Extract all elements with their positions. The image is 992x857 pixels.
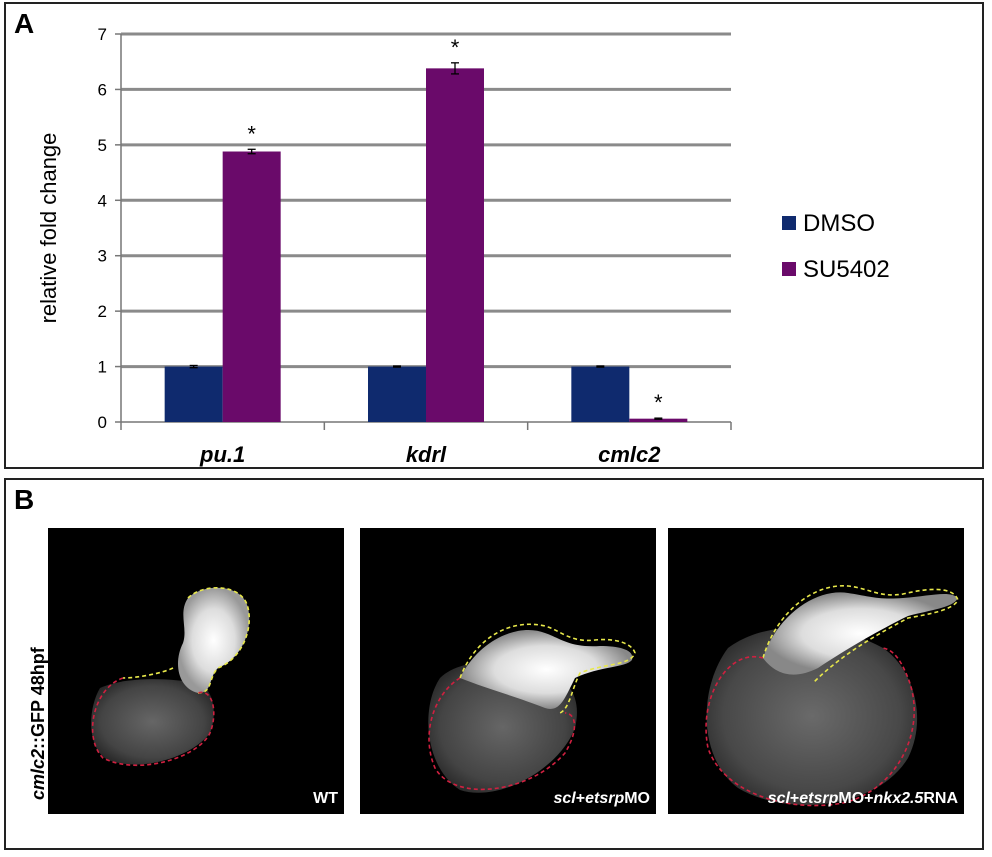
bar-su5402-pu1 xyxy=(222,151,281,422)
micrograph-scl-etsrp-label: scl+etsrpMO xyxy=(553,790,651,807)
y-tick-label: 0 xyxy=(98,413,107,432)
panel-b: B cmlc2::GFP 48hpf WT sc xyxy=(4,478,984,850)
micrograph-wt-label: WT xyxy=(313,790,338,807)
significance-star: * xyxy=(654,390,663,415)
y-tick-label: 2 xyxy=(98,302,107,321)
panel-b-letter: B xyxy=(14,484,35,515)
scale-bar xyxy=(56,827,132,830)
y-axis-label: relative fold change xyxy=(36,133,61,324)
bar-dmso-kdrl xyxy=(368,366,426,422)
bar-chart: 0 1 2 3 4 5 6 7 * pu.1 * kdrl * cmlc2 relative fold ch… xyxy=(36,25,890,467)
side-label-italic: cmlc2 xyxy=(28,748,48,800)
micrograph-scl-etsrp: scl+etsrpMO xyxy=(360,528,656,814)
category-label: cmlc2 xyxy=(598,442,661,467)
y-tick-label: 6 xyxy=(98,80,107,99)
bar-su5402-cmlc2 xyxy=(629,418,688,422)
y-tick-label: 5 xyxy=(98,136,107,155)
micrograph-scl-etsrp-nkx25-label: scl+etsrpMO+nkx2.5RNA xyxy=(767,790,958,807)
bar-dmso-cmlc2 xyxy=(571,366,630,422)
significance-star: * xyxy=(247,121,256,146)
side-label: cmlc2::GFP 48hpf xyxy=(28,647,49,800)
legend-swatch xyxy=(782,216,796,230)
significance-star: * xyxy=(451,35,460,60)
y-tick-label: 4 xyxy=(98,191,107,210)
micrograph-scl-etsrp-nkx25: scl+etsrpMO+nkx2.5RNA xyxy=(668,528,964,814)
micrograph-wt: WT xyxy=(48,528,344,814)
panel-a: A 0 1 2 3 4 5 6 7 * pu.1 * kdrl * cmlc2 relative fold … xyxy=(4,2,984,469)
legend-label: DMSO xyxy=(803,210,875,237)
legend-label: SU5402 xyxy=(803,256,890,283)
side-label-rest: ::GFP 48hpf xyxy=(28,647,48,749)
y-tick-label: 3 xyxy=(98,247,107,266)
legend-swatch xyxy=(782,262,796,276)
y-tick-label: 1 xyxy=(98,358,107,377)
y-tick-label: 7 xyxy=(98,25,107,44)
bar-su5402-kdrl xyxy=(426,68,484,422)
panel-a-letter: A xyxy=(14,8,35,39)
category-label: kdrl xyxy=(406,442,447,467)
bar-dmso-pu1 xyxy=(164,366,223,422)
category-label: pu.1 xyxy=(199,442,245,467)
